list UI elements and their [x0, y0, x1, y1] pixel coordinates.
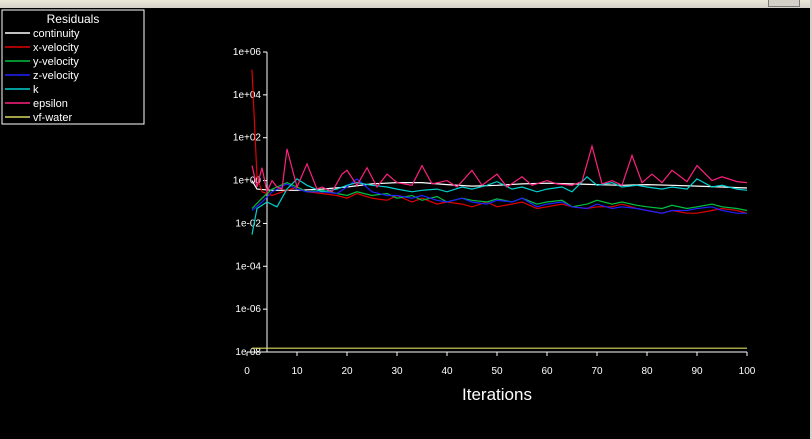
window-frame-right [810, 0, 812, 439]
x-tick-label: 10 [291, 366, 303, 377]
x-tick-label: 100 [739, 366, 756, 377]
legend-label-y-velocity: y-velocity [33, 56, 79, 68]
legend-label-continuity: continuity [33, 28, 80, 40]
x-tick-label: 40 [441, 366, 453, 377]
close-button[interactable] [768, 0, 800, 7]
plot-area: 1e+06 1e+04 1e+02 1e+00 1e-02 1e-04 1e-06 1e-08… [233, 47, 756, 377]
x-tick-label: 90 [691, 366, 703, 377]
series-line-k [251, 175, 748, 235]
x-tick-label: 60 [541, 366, 553, 377]
legend-label-k: k [33, 84, 39, 96]
x-tick-label: 70 [591, 366, 603, 377]
legend-label-epsilon: epsilon [33, 98, 68, 110]
legend-label-z-velocity: z-velocity [33, 70, 79, 82]
series-line-epsilon [251, 143, 748, 194]
x-tick-label: 50 [491, 366, 503, 377]
legend-label-x-velocity: x-velocity [33, 42, 79, 54]
y-tick-label: 1e+04 [233, 90, 262, 101]
x-tick-label: 20 [341, 366, 353, 377]
y-tick-label: 1e+00 [233, 176, 262, 187]
x-axis-label: Iterations [462, 385, 532, 404]
window-frame-top [0, 0, 812, 8]
legend: Residuals continuity x-velocity y-velocity… [1, 9, 145, 125]
legend-box [1, 9, 145, 125]
legend-label-vf-water: vf-water [33, 112, 72, 124]
legend-title: Residuals [47, 12, 100, 26]
y-tick-label: 1e-04 [235, 261, 261, 272]
y-tick-label: 1e+06 [233, 47, 262, 58]
x-tick-label: 0 [244, 366, 250, 377]
x-tick-label: 80 [641, 366, 653, 377]
y-tick-label: 1e-08 [235, 347, 261, 358]
y-tick-label: 1e+02 [233, 133, 262, 144]
x-tick-label: 30 [391, 366, 403, 377]
y-tick-label: 1e-06 [235, 304, 261, 315]
series-line-z-velocity [251, 178, 747, 214]
y-tick-label: 1e-02 [235, 218, 261, 229]
